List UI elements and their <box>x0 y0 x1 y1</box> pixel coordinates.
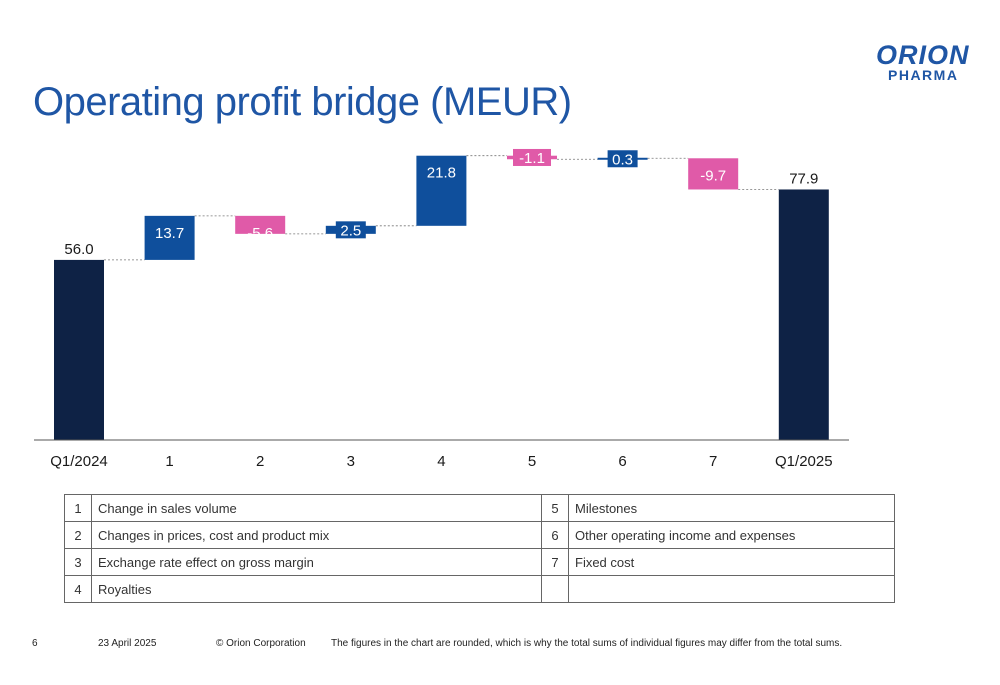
footer-note: The figures in the chart are rounded, wh… <box>331 638 843 649</box>
category-label: 2 <box>256 453 264 470</box>
bar-2 <box>235 215 286 234</box>
legend-row: 2 Changes in prices, cost and product mi… <box>64 521 895 549</box>
bar-Q1/2025 <box>778 189 829 440</box>
category-label: 4 <box>437 453 445 470</box>
legend-row: 3 Exchange rate effect on gross margin 7… <box>64 548 895 576</box>
category-label: Q1/2024 <box>50 453 108 470</box>
bar-1 <box>144 215 195 260</box>
page-number: 6 <box>32 638 38 649</box>
bar-4 <box>416 155 467 226</box>
legend-description: Royalties <box>91 575 542 603</box>
data-label: 56.0 <box>64 241 93 258</box>
data-label-box <box>607 150 638 168</box>
category-label: 3 <box>347 453 355 470</box>
legend-number: 5 <box>541 494 569 522</box>
category-label: 1 <box>165 453 173 470</box>
category-label: 5 <box>528 453 536 470</box>
data-label: 0.3 <box>612 151 633 168</box>
data-label-box <box>513 148 551 166</box>
category-label: 6 <box>618 453 626 470</box>
data-label: 2.5 <box>340 222 361 239</box>
legend-number: 1 <box>64 494 92 522</box>
data-label: -1.1 <box>519 150 545 167</box>
legend-row: 1 Change in sales volume 5 Milestones <box>64 494 895 522</box>
legend-description <box>568 575 895 603</box>
page-title: Operating profit bridge (MEUR) <box>33 80 572 124</box>
data-label: 21.8 <box>427 165 456 182</box>
category-label: Q1/2025 <box>775 453 833 470</box>
legend-number: 4 <box>64 575 92 603</box>
legend-table: 1 Change in sales volume 5 Milestones 2 … <box>64 494 895 603</box>
legend-row: 4 Royalties <box>64 575 895 603</box>
data-label: 77.9 <box>789 170 818 187</box>
data-label-box <box>335 221 366 239</box>
legend-number: 7 <box>541 548 569 576</box>
bar-Q1/2024 <box>54 259 104 440</box>
data-label: 13.7 <box>155 225 184 242</box>
logo-line-2: PHARMA <box>888 67 959 83</box>
legend-number <box>541 575 569 603</box>
logo-line-1: ORION <box>876 40 970 70</box>
data-label: -9.7 <box>700 167 726 184</box>
legend-description: Changes in prices, cost and product mix <box>91 521 542 549</box>
legend-number: 2 <box>64 521 92 549</box>
data-label: -5.6 <box>247 225 273 242</box>
waterfall-chart: 56.0 Q1/2024 13.7 1 -5.6 2 2.5 3 21.8 4 -1.1 5 0.3 6 -… <box>34 148 849 470</box>
bar-7 <box>688 158 739 190</box>
legend-description: Exchange rate effect on gross margin <box>91 548 542 576</box>
category-label: 7 <box>709 453 717 470</box>
legend-description: Milestones <box>568 494 895 522</box>
footer-date: 23 April 2025 <box>98 638 157 649</box>
legend-number: 6 <box>541 521 569 549</box>
orion-pharma-logo: ORION PHARMA <box>872 40 972 86</box>
legend-number: 3 <box>64 548 92 576</box>
legend-description: Fixed cost <box>568 548 895 576</box>
footer-copyright: © Orion Corporation <box>216 638 306 649</box>
legend-description: Change in sales volume <box>91 494 542 522</box>
legend-description: Other operating income and expenses <box>568 521 895 549</box>
